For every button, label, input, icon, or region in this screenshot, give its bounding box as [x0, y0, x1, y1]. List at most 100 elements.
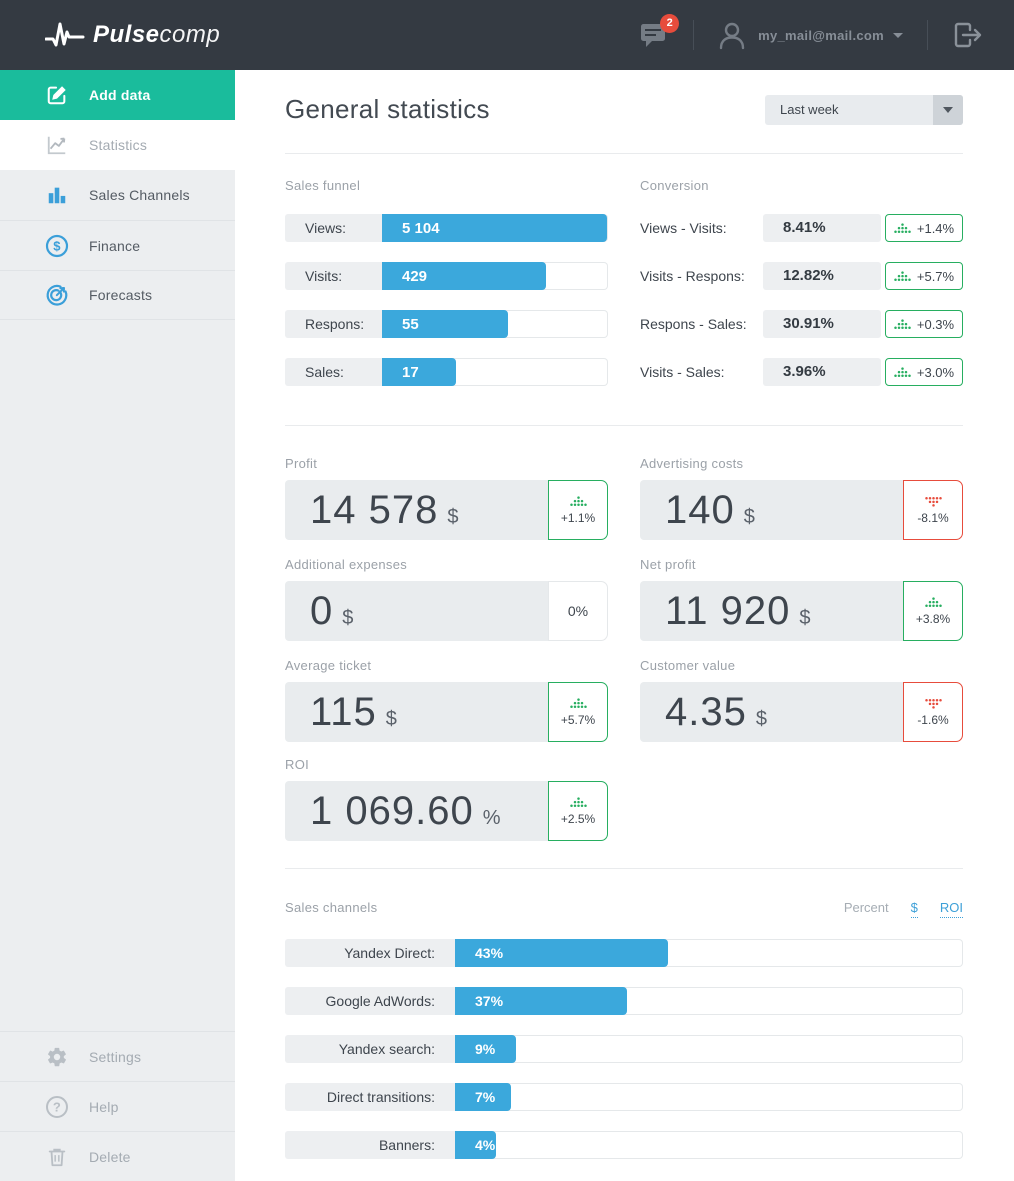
funnel-row-bar: 5 104	[382, 214, 607, 242]
funnel-row-track: 429	[382, 262, 608, 290]
channel-row-label: Google AdWords:	[285, 987, 455, 1015]
sidebar-item-settings[interactable]: Settings	[0, 1031, 235, 1081]
trash-icon	[45, 1146, 69, 1168]
trend-delta-value: -8.1%	[917, 510, 949, 525]
conversion-row-value: 12.82%	[763, 262, 881, 290]
channel-row: Yandex search: 9%	[285, 1035, 963, 1063]
trend-badge: +3.0%	[885, 358, 963, 386]
sidebar-item-sales-channels[interactable]: Sales Channels	[0, 170, 235, 220]
funnel-rows: Views: 5 104 Visits: 429 Respons: 55 Sal…	[285, 214, 608, 386]
channel-row: Google AdWords: 37%	[285, 987, 963, 1015]
messages-button[interactable]: 2	[639, 13, 680, 49]
trend-delta-value: 0%	[567, 603, 589, 619]
sidebar-item-finance[interactable]: $ Finance	[0, 220, 235, 270]
metric-value: 11 920 $	[640, 581, 903, 641]
bar-chart-icon	[45, 184, 69, 206]
main-content: General statistics Last week Sales funne…	[235, 70, 1014, 1181]
metrics-section: Profit 14 578 $ +1.1% Additional expenses…	[285, 426, 963, 841]
trend-badge: +1.4%	[885, 214, 963, 242]
sidebar-item-statistics[interactable]: Statistics	[0, 120, 235, 170]
channel-row-label: Yandex search:	[285, 1035, 455, 1063]
trend-up-icon	[894, 271, 911, 282]
metric-tile: 140 $ -8.1%	[640, 480, 963, 540]
metric-number: 1 069.60	[310, 789, 474, 833]
divider	[285, 153, 963, 154]
conversion: Conversion Views - Visits: 8.41% +1.4% V…	[640, 178, 963, 406]
metric-tile: 115 $ +5.7%	[285, 682, 608, 742]
trend-delta-value: +1.1%	[560, 510, 596, 525]
metric-label: Advertising costs	[640, 456, 744, 471]
sidebar-item-label: Delete	[89, 1148, 131, 1165]
channel-row-bar: 4%	[455, 1131, 496, 1159]
funnel-row: Sales: 17	[285, 358, 608, 386]
metric-label: Profit	[285, 456, 318, 471]
funnel-row-bar: 55	[382, 310, 508, 338]
brand-bold: Pulse	[93, 21, 160, 48]
sidebar-item-label: Help	[89, 1098, 119, 1115]
sidebar-item-label: Forecasts	[89, 287, 153, 303]
metric-number: 140	[665, 488, 735, 532]
funnel-row-track: 55	[382, 310, 608, 338]
channel-row-track: 43%	[455, 939, 963, 967]
trend-down-icon	[925, 698, 942, 709]
trend-delta-value: -1.6%	[917, 712, 949, 727]
funnel-row-value: 429	[402, 267, 428, 285]
mode-percent[interactable]: Percent	[843, 900, 889, 915]
trend-delta-value: +1.4%	[916, 220, 955, 236]
topbar: Pulsecomp 2 my_mail@mail.com	[0, 0, 1014, 70]
sales-funnel: Sales funnel Views: 5 104 Visits: 429 Re…	[285, 178, 608, 406]
channel-row-label: Direct transitions:	[285, 1083, 455, 1111]
metric-unit: $	[447, 506, 459, 528]
dropdown-arrow-icon[interactable]	[933, 94, 963, 125]
section-title: Conversion	[640, 178, 709, 193]
trend-delta-box: 0%	[548, 581, 608, 641]
metric-value: 115 $	[285, 682, 548, 742]
trend-delta-box: +5.7%	[548, 682, 608, 742]
channel-row-bar: 37%	[455, 987, 628, 1015]
mode-roi[interactable]: ROI	[939, 900, 963, 918]
period-dropdown[interactable]: Last week	[765, 94, 963, 125]
metric-net-profit: Net profit 11 920 $ +3.8%	[640, 557, 963, 641]
channel-row-track: 9%	[455, 1035, 963, 1063]
channel-row-value: 43%	[475, 945, 504, 961]
channel-row-track: 37%	[455, 987, 963, 1015]
sidebar-item-forecasts[interactable]: Forecasts	[0, 270, 235, 320]
user-menu[interactable]: my_mail@mail.com	[718, 20, 903, 50]
logout-button[interactable]	[952, 21, 984, 49]
metric-label: Net profit	[640, 557, 696, 572]
page-title: General statistics	[285, 94, 490, 124]
svg-text:$: $	[53, 238, 61, 253]
funnel-row-label: Visits:	[285, 262, 382, 290]
topbar-right: 2 my_mail@mail.com	[639, 13, 984, 50]
metric-customer-value: Customer value 4.35 $ -1.6%	[640, 658, 963, 742]
sidebar-item-delete[interactable]: Delete	[0, 1131, 235, 1181]
line-chart-icon	[45, 134, 69, 156]
trend-delta-box: +3.8%	[903, 581, 963, 641]
metric-number: 11 920	[665, 589, 791, 633]
dollar-circle-icon: $	[45, 234, 69, 258]
metric-tile: 4.35 $ -1.6%	[640, 682, 963, 742]
channel-row-value: 9%	[475, 1041, 496, 1057]
metric-unit: $	[385, 708, 397, 730]
metric-unit: %	[482, 807, 501, 829]
channel-row-track: 4%	[455, 1131, 963, 1159]
trend-up-icon	[894, 223, 911, 234]
sidebar-item-help[interactable]: ? Help	[0, 1081, 235, 1131]
trend-delta-value: +3.0%	[916, 364, 955, 380]
trend-delta-value: +5.7%	[560, 712, 596, 727]
metric-label: Average ticket	[285, 658, 372, 673]
sidebar-item-add-data[interactable]: Add data	[0, 70, 235, 120]
metric-tile: 14 578 $ +1.1%	[285, 480, 608, 540]
funnel-row: Views: 5 104	[285, 214, 608, 242]
trend-up-icon	[570, 797, 587, 808]
channel-rows: Yandex Direct: 43% Google AdWords: 37% Y…	[285, 939, 963, 1159]
messages-count-badge: 2	[660, 13, 680, 33]
conversion-row-label: Visits - Sales:	[640, 364, 725, 380]
trend-delta-box: +2.5%	[548, 781, 608, 841]
channel-row-track: 7%	[455, 1083, 963, 1111]
sidebar-item-label: Sales Channels	[89, 187, 190, 203]
conversion-row: Visits - Respons: 12.82% +5.7%	[640, 262, 963, 290]
funnel-row: Respons: 55	[285, 310, 608, 338]
funnel-row-bar: 429	[382, 262, 547, 290]
mode-dollar[interactable]: $	[910, 900, 918, 918]
